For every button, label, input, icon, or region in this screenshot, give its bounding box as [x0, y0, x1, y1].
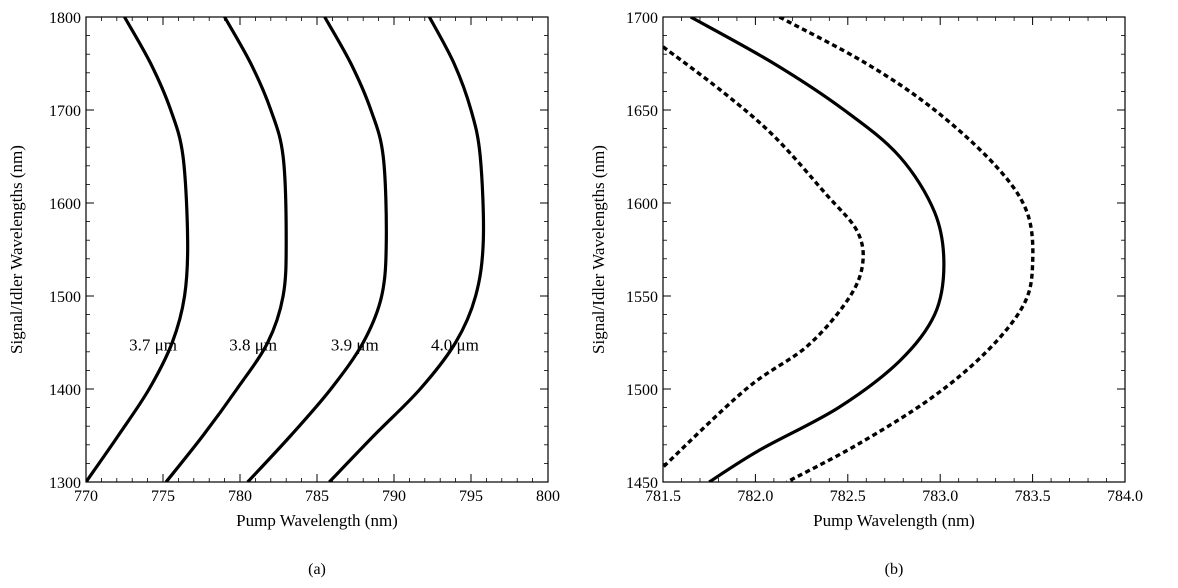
y-tick-label: 1400 [49, 382, 81, 399]
y-tick-label: 1450 [626, 475, 658, 492]
y-tick-label: 1550 [626, 289, 658, 306]
x-tick-label: 782.5 [830, 488, 866, 505]
series-group [663, 17, 1035, 482]
x-tick-label: 775 [151, 488, 175, 505]
panel-caption: (b) [885, 561, 904, 578]
curve-label: 4.0 μm [431, 335, 479, 354]
plot-frame [662, 16, 1126, 483]
x-axis-label: Pump Wavelength (nm) [813, 511, 975, 530]
curve-label: 3.8 μm [229, 335, 277, 354]
series-line-40m [328, 17, 486, 482]
x-tick-label: 780 [228, 488, 252, 505]
curve-label: 3.9 μm [331, 335, 379, 354]
y-axis-label: Signal/Idler Wavelengths (nm) [7, 145, 26, 354]
x-tick-label: 784.0 [1107, 488, 1143, 505]
y-tick-label: 1500 [626, 382, 658, 399]
chart-panel-b: 781.5 782.0 782.5 783.0 783.5 784.0 1450 1500 15… [589, 10, 1143, 578]
series-line-2 [778, 17, 1035, 482]
series-line-39m [246, 17, 388, 482]
x-tick-label: 783.0 [922, 488, 958, 505]
y-tick-label: 1700 [49, 103, 81, 120]
y-axis-label: Signal/Idler Wavelengths (nm) [589, 145, 608, 354]
series-line-38m [164, 17, 288, 482]
plot-frame [85, 16, 549, 483]
series-line-0 [689, 17, 946, 482]
x-tick-label: 770 [74, 488, 98, 505]
x-tick-label: 781.5 [645, 488, 681, 505]
y-tick-label: 1700 [626, 10, 658, 27]
series-line-37m [86, 17, 190, 482]
x-tick-label: 790 [382, 488, 406, 505]
y-tick-label: 1600 [626, 196, 658, 213]
x-axis-label: Pump Wavelength (nm) [236, 511, 398, 530]
x-tick-label: 785 [305, 488, 329, 505]
chart-panel-a: 770 775 780 785 790 795 800 1300 1400 1500 1600 170… [7, 10, 560, 578]
x-tick-label: 800 [536, 488, 560, 505]
y-tick-label: 1300 [49, 475, 81, 492]
x-tick-label: 782.0 [737, 488, 773, 505]
y-tick-label: 1650 [626, 103, 658, 120]
x-tick-label: 795 [459, 488, 483, 505]
curve-label: 3.7 μm [129, 335, 177, 354]
y-tick-label: 1500 [49, 289, 81, 306]
y-tick-label: 1800 [49, 10, 81, 27]
series-group [86, 17, 486, 482]
x-tick-label: 783.5 [1015, 488, 1051, 505]
panel-caption: (a) [308, 561, 326, 578]
series-line-1 [663, 45, 865, 469]
y-tick-label: 1600 [49, 196, 81, 213]
